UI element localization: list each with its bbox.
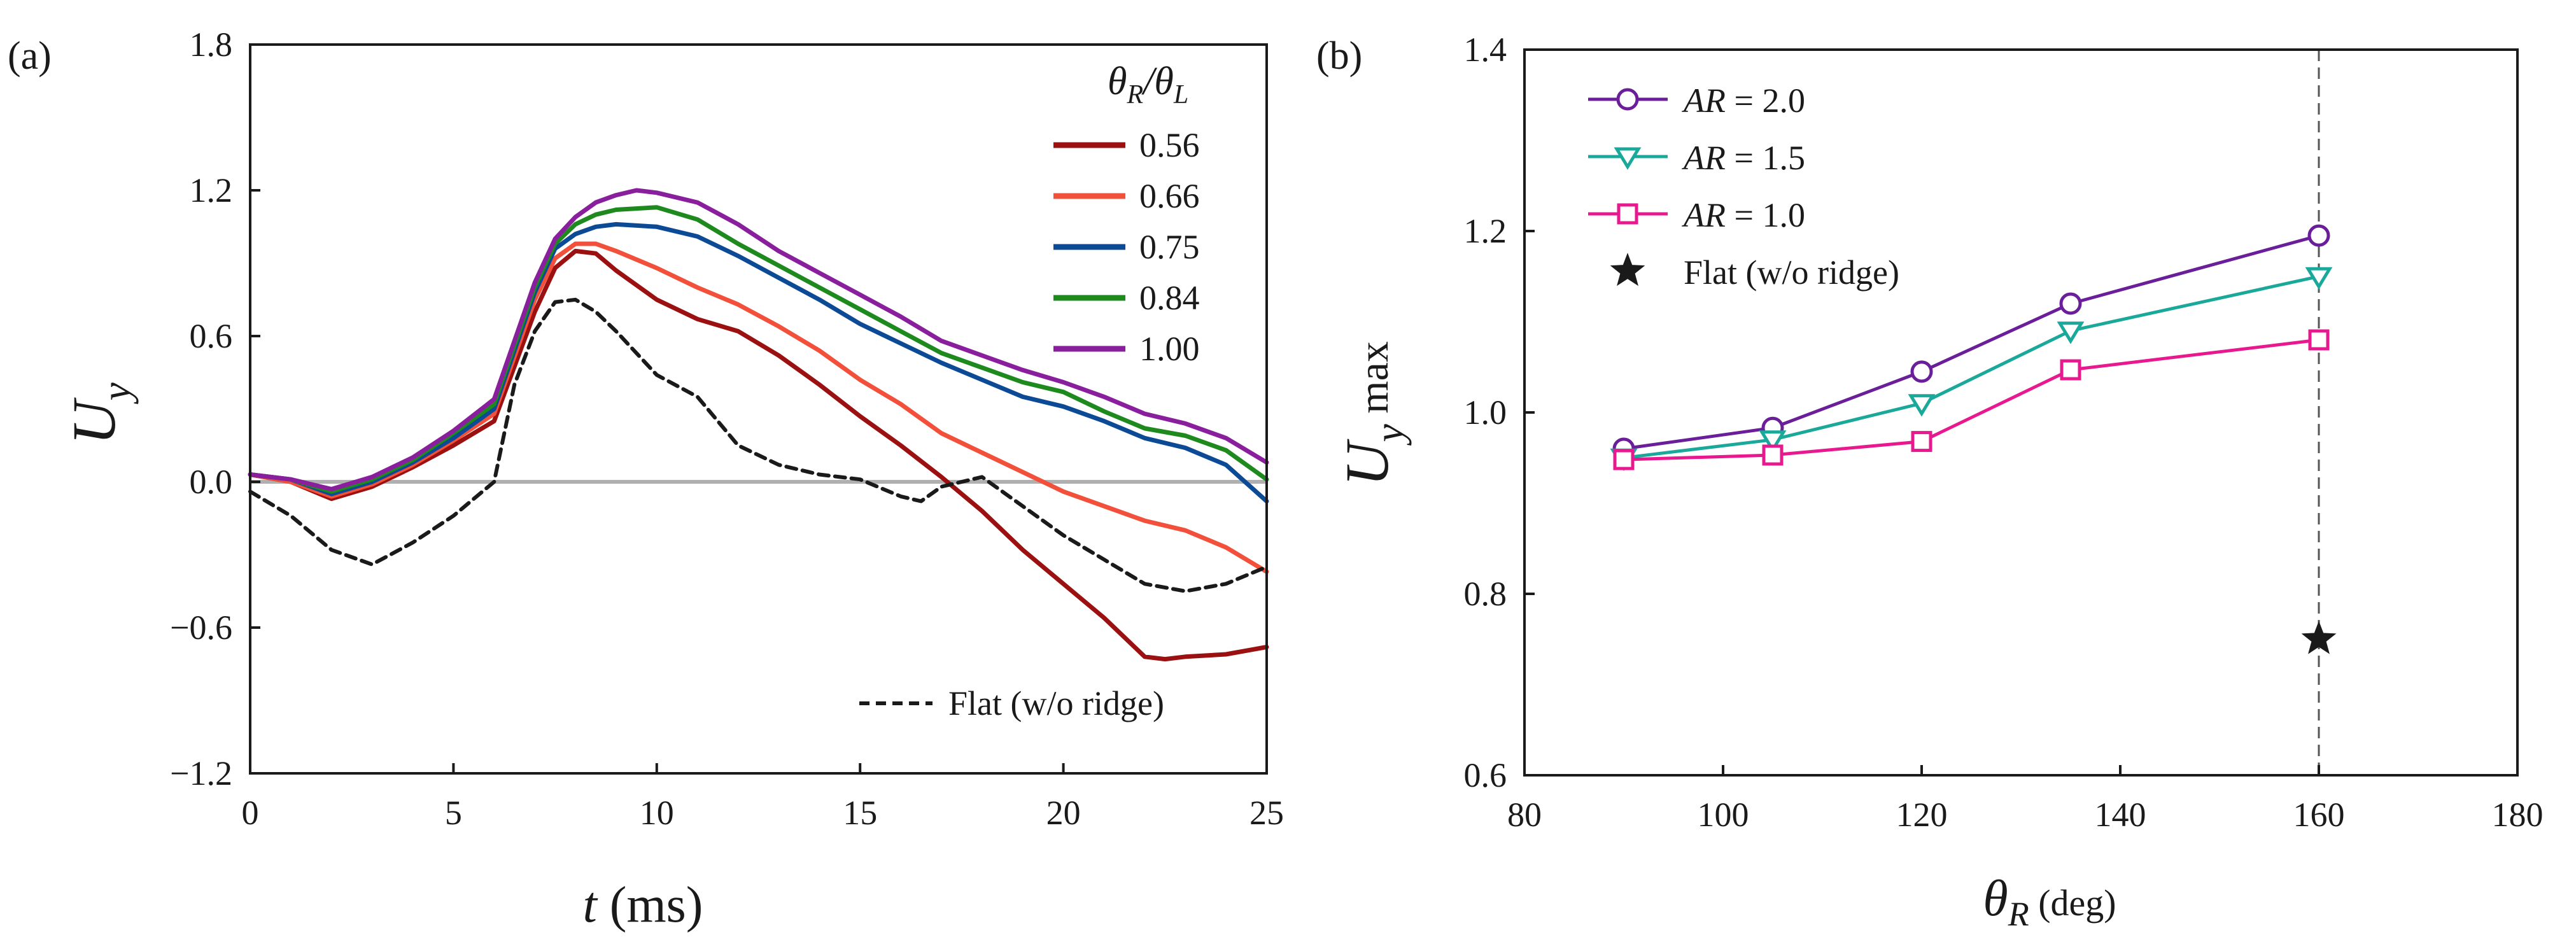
panel-a-y-ticks: −1.2 −0.6 0.0 0.6 1.2 1.8 [170, 25, 260, 792]
y-tick-label: 1.2 [190, 171, 233, 209]
x-tick-label: 5 [445, 794, 462, 832]
panel-b-y-axis-sub: y [1367, 424, 1412, 446]
data-point-marker [2308, 329, 2330, 351]
x-tick-label: 25 [1249, 794, 1284, 832]
panel-b-x-ticks: 80 100 120 140 160 180 [1507, 765, 2544, 834]
y-tick-label: 1.8 [190, 25, 233, 64]
panel-b-y-axis-var: U [1333, 439, 1401, 486]
panel-a-x-axis-label: t (ms) [583, 877, 703, 933]
x-tick-label: 180 [2492, 796, 2544, 834]
panel-a-x-axis-unit: (ms) [597, 877, 703, 933]
data-point-marker [1759, 430, 1787, 453]
legend-title-r-sub: R [1126, 80, 1143, 109]
panel-b-legend: AR = 2.0 AR = 1.5 AR = 1.0 Flat (w/o ridge) [1588, 81, 1899, 292]
panel-b-label: (b) [1316, 34, 1362, 78]
x-tick-label: 20 [1046, 794, 1081, 832]
x-tick-label: 100 [1698, 796, 1749, 834]
panel-b-series [1610, 224, 2337, 654]
legend-marker [1617, 203, 1638, 225]
panel-b-axes-frame [1523, 48, 2519, 777]
series-line [1623, 338, 2319, 461]
panel-a-axes-frame [249, 43, 1268, 775]
panel-b-y-ticks: 0.6 0.8 1.0 1.2 1.4 [1464, 31, 1535, 794]
legend-label-flat: Flat (w/o ridge) [948, 684, 1164, 722]
panel-a-label: (a) [8, 34, 52, 78]
y-tick-label: 0.6 [190, 317, 233, 355]
legend-label-flat: Flat (w/o ridge) [1684, 253, 1899, 292]
y-tick-label: −1.2 [170, 754, 232, 792]
panel-a-y-axis-label: Uy [60, 383, 139, 445]
legend-marker [1616, 88, 1639, 111]
data-point-marker [2305, 267, 2333, 290]
series-line [248, 188, 1269, 491]
x-tick-label: 80 [1507, 796, 1542, 834]
panel-b-x-axis-var: θ [1983, 871, 2008, 927]
panel-a-x-axis-var: t [583, 877, 598, 933]
legend-label: 0.66 [1139, 177, 1200, 215]
flat-data-point [2301, 621, 2337, 654]
y-tick-label: 0.8 [1464, 575, 1507, 613]
legend-label: AR = 1.5 [1682, 139, 1805, 177]
legend-label: AR = 2.0 [1682, 81, 1805, 120]
y-tick-label: 0.0 [190, 463, 233, 501]
legend-label: 0.84 [1139, 279, 1200, 317]
panel-b-x-axis-label: θR (deg) [1983, 871, 2116, 933]
y-tick-label: −0.6 [170, 608, 232, 647]
y-tick-label: 1.0 [1464, 393, 1507, 432]
panel-b-chart: (b) 80 100 120 140 160 180 0.6 0.8 1.0 1.2 1.4 θR… [1316, 31, 2544, 933]
x-tick-label: 0 [242, 794, 259, 832]
series-line [1623, 274, 2319, 460]
y-tick-label: 1.4 [1464, 31, 1507, 69]
data-point-marker [1762, 444, 1784, 466]
panel-a-legend-items: 0.56 0.66 0.75 0.84 1.00 Flat (w/o ridge) [859, 126, 1200, 722]
panel-a-chart: (a) 0 5 10 15 20 25 −1.2 −0.6 0.0 0.6 1.2 1.8 t (m… [8, 25, 1284, 933]
series-line [248, 221, 1269, 503]
data-point-marker [1911, 431, 1932, 453]
series-line [248, 297, 1269, 593]
legend-label: AR = 1.0 [1682, 196, 1805, 234]
data-point-marker [2307, 224, 2330, 247]
panel-a-legend-title: θR/θL [1108, 60, 1188, 109]
panel-a-series [248, 188, 1269, 662]
x-tick-label: 10 [640, 794, 674, 832]
panel-a-y-axis-var: U [60, 397, 128, 445]
panel-b-x-axis-unit: (deg) [2029, 882, 2116, 924]
legend-label: 0.56 [1139, 126, 1200, 164]
legend-title-l-sub: L [1173, 80, 1188, 109]
data-point-marker [1910, 360, 1933, 383]
y-tick-label: 0.6 [1464, 756, 1507, 794]
y-tick-label: 1.2 [1464, 212, 1507, 250]
panel-b-y-axis-suffix: max [1351, 341, 1397, 424]
series-line [248, 241, 1269, 574]
panel-a-x-ticks: 0 5 10 15 20 25 [242, 763, 1284, 832]
data-point-marker [1908, 394, 1936, 417]
legend-label: 1.00 [1139, 330, 1200, 368]
legend-title-slash-theta-l: /θ [1141, 60, 1174, 103]
x-tick-label: 160 [2293, 796, 2345, 834]
data-point-marker [2060, 359, 2081, 381]
legend-title-theta-r: θ [1108, 60, 1127, 103]
data-point-marker [2057, 321, 2085, 344]
series-line [248, 248, 1269, 662]
x-tick-label: 15 [843, 794, 877, 832]
data-point-marker [2059, 292, 2082, 315]
panel-b-y-axis-label: Uy max [1333, 341, 1412, 486]
legend-marker-star [1610, 253, 1645, 286]
panel-a-legend: θR/θL 0.56 0.66 0.75 0.84 1.00 Flat (w/o ridg… [859, 60, 1200, 722]
legend-marker [1614, 147, 1642, 170]
x-tick-label: 120 [1896, 796, 1948, 834]
x-tick-label: 140 [2095, 796, 2146, 834]
panel-b-x-axis-sub: R [2008, 895, 2029, 933]
legend-label: 0.75 [1139, 228, 1200, 266]
data-point-marker [1613, 449, 1635, 470]
panel-a-y-axis-sub: y [94, 383, 139, 405]
